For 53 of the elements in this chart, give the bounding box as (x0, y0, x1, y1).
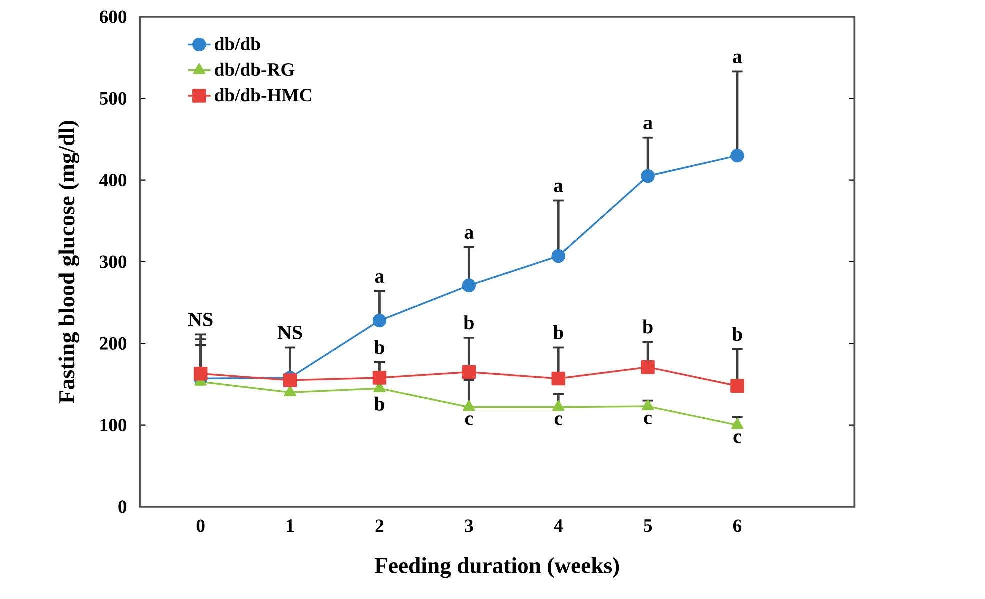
x-tick-label: 4 (554, 520, 563, 532)
y-tick-label: 300 (100, 256, 127, 268)
point (730, 148, 744, 163)
x-tick-label: 2 (376, 520, 384, 532)
x-tick-label: 5 (644, 520, 652, 532)
annotation: b (464, 316, 474, 330)
y-tick-label: 200 (100, 337, 127, 350)
x-tick-label: 1 (287, 520, 294, 532)
point (372, 371, 387, 385)
y-tick-label: 0 (118, 500, 127, 514)
annotation: b (732, 327, 742, 342)
y-tick-label: 400 (100, 174, 127, 187)
point (462, 278, 476, 293)
annotation: a (733, 54, 742, 64)
legend-label: db/db-RG (215, 62, 295, 76)
annotation: c (465, 416, 474, 426)
point (194, 367, 208, 381)
annotation: c (554, 416, 563, 426)
point (641, 169, 655, 184)
point (462, 365, 476, 380)
point (731, 418, 744, 430)
point (552, 372, 566, 386)
x-tick-label: 0 (196, 520, 205, 532)
annotation: a (375, 274, 384, 284)
point (552, 400, 565, 412)
y-tick-label: 100 (100, 419, 127, 432)
x-tick-label: 3 (465, 520, 474, 532)
point (283, 374, 298, 388)
annotation: NS (188, 312, 213, 326)
point (642, 400, 654, 410)
annotation: b (642, 320, 653, 334)
x-tick-label: 6 (733, 520, 742, 532)
annotation: b (553, 325, 564, 340)
annotation: a (554, 182, 564, 192)
point (372, 314, 387, 328)
point (552, 249, 566, 264)
legend-label: db/db (215, 37, 260, 50)
annotation: c (644, 414, 652, 424)
annotation: c (734, 434, 742, 444)
annotation: a (464, 229, 474, 240)
y-tick-label: 600 (100, 10, 127, 24)
point (463, 400, 476, 412)
annotation: a (644, 120, 653, 130)
point (641, 360, 655, 374)
x-axis-title: Feeding duration (weeks) (374, 557, 620, 578)
point (284, 386, 296, 397)
annotation: b (374, 396, 384, 411)
y-tick-label: 500 (100, 92, 127, 105)
annotation: NS (278, 326, 302, 340)
legend-label: db/db-HMC (215, 88, 312, 102)
point (730, 379, 744, 393)
annotation: b (374, 340, 384, 354)
y-axis-title: Fasting blood glucose (mg/dl) (58, 121, 80, 404)
